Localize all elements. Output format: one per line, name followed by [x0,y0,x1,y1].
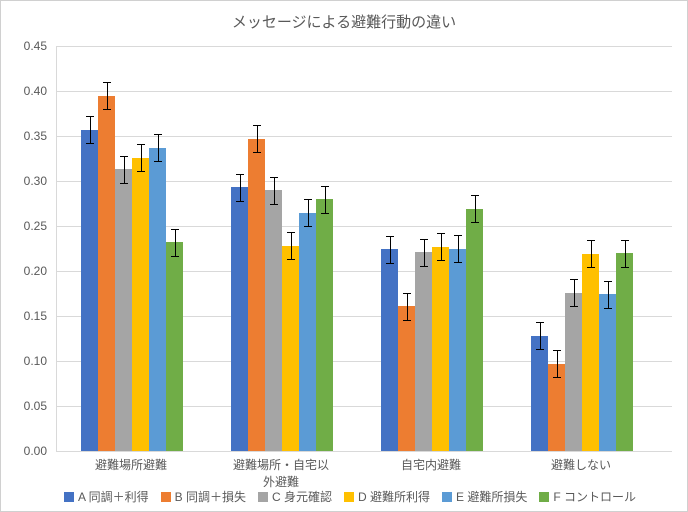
legend-swatch [539,492,549,502]
legend-label: A 同調＋利得 [78,490,149,504]
y-tick-label: 0.35 [7,129,47,143]
y-tick-label: 0.30 [7,174,47,188]
bar [381,249,398,451]
chart-title: メッセージによる避難行動の違い [1,1,687,32]
bar [248,139,265,451]
x-category-label: 避難場所・自宅以外避難 [230,456,332,490]
legend-label: C 身元確認 [272,490,332,504]
bar [432,247,449,451]
plot-area [56,46,672,452]
y-tick-label: 0.05 [7,399,47,413]
chart-container: メッセージによる避難行動の違い A 同調＋利得 B 同調＋損失 C 身元確認 D 避難… [0,0,688,512]
y-tick-label: 0.00 [7,444,47,458]
bar [98,96,115,452]
bar [565,293,582,451]
y-tick-label: 0.20 [7,264,47,278]
bar [616,253,633,451]
bar [166,242,183,451]
bar [415,252,432,451]
legend-swatch [442,492,452,502]
bar [599,294,616,451]
legend-swatch [258,492,268,502]
bar [449,249,466,452]
bar [398,306,415,451]
y-tick-label: 0.25 [7,219,47,233]
legend-label: D 避難所利得 [358,490,430,504]
y-tick-label: 0.10 [7,354,47,368]
legend-label: E 避難所損失 [456,490,527,504]
bar [582,254,599,451]
legend-label: F コントロール [553,490,636,504]
bar [132,158,149,451]
bar [81,130,98,451]
y-tick-label: 0.40 [7,84,47,98]
bar [299,213,316,452]
legend-swatch [64,492,74,502]
grid-line [57,136,672,137]
bar [149,148,166,451]
legend-swatch [344,492,354,502]
bar [115,169,132,451]
grid-line [57,46,672,47]
legend-label: B 同調＋損失 [175,490,246,504]
bar [466,209,483,451]
y-tick-label: 0.45 [7,39,47,53]
legend-swatch [161,492,171,502]
grid-line [57,91,672,92]
bar [548,364,565,451]
bar [231,187,248,451]
x-category-label: 避難場所避難 [80,456,182,473]
bar [282,246,299,451]
bar [531,336,548,451]
x-category-label: 自宅内避難 [380,456,482,473]
bar [316,199,333,451]
y-tick-label: 0.15 [7,309,47,323]
legend: A 同調＋利得 B 同調＋損失 C 身元確認 D 避難所利得 E 避難所損失 F コントロ… [1,488,687,505]
bar [265,190,282,451]
x-category-label: 避難しない [530,456,632,473]
